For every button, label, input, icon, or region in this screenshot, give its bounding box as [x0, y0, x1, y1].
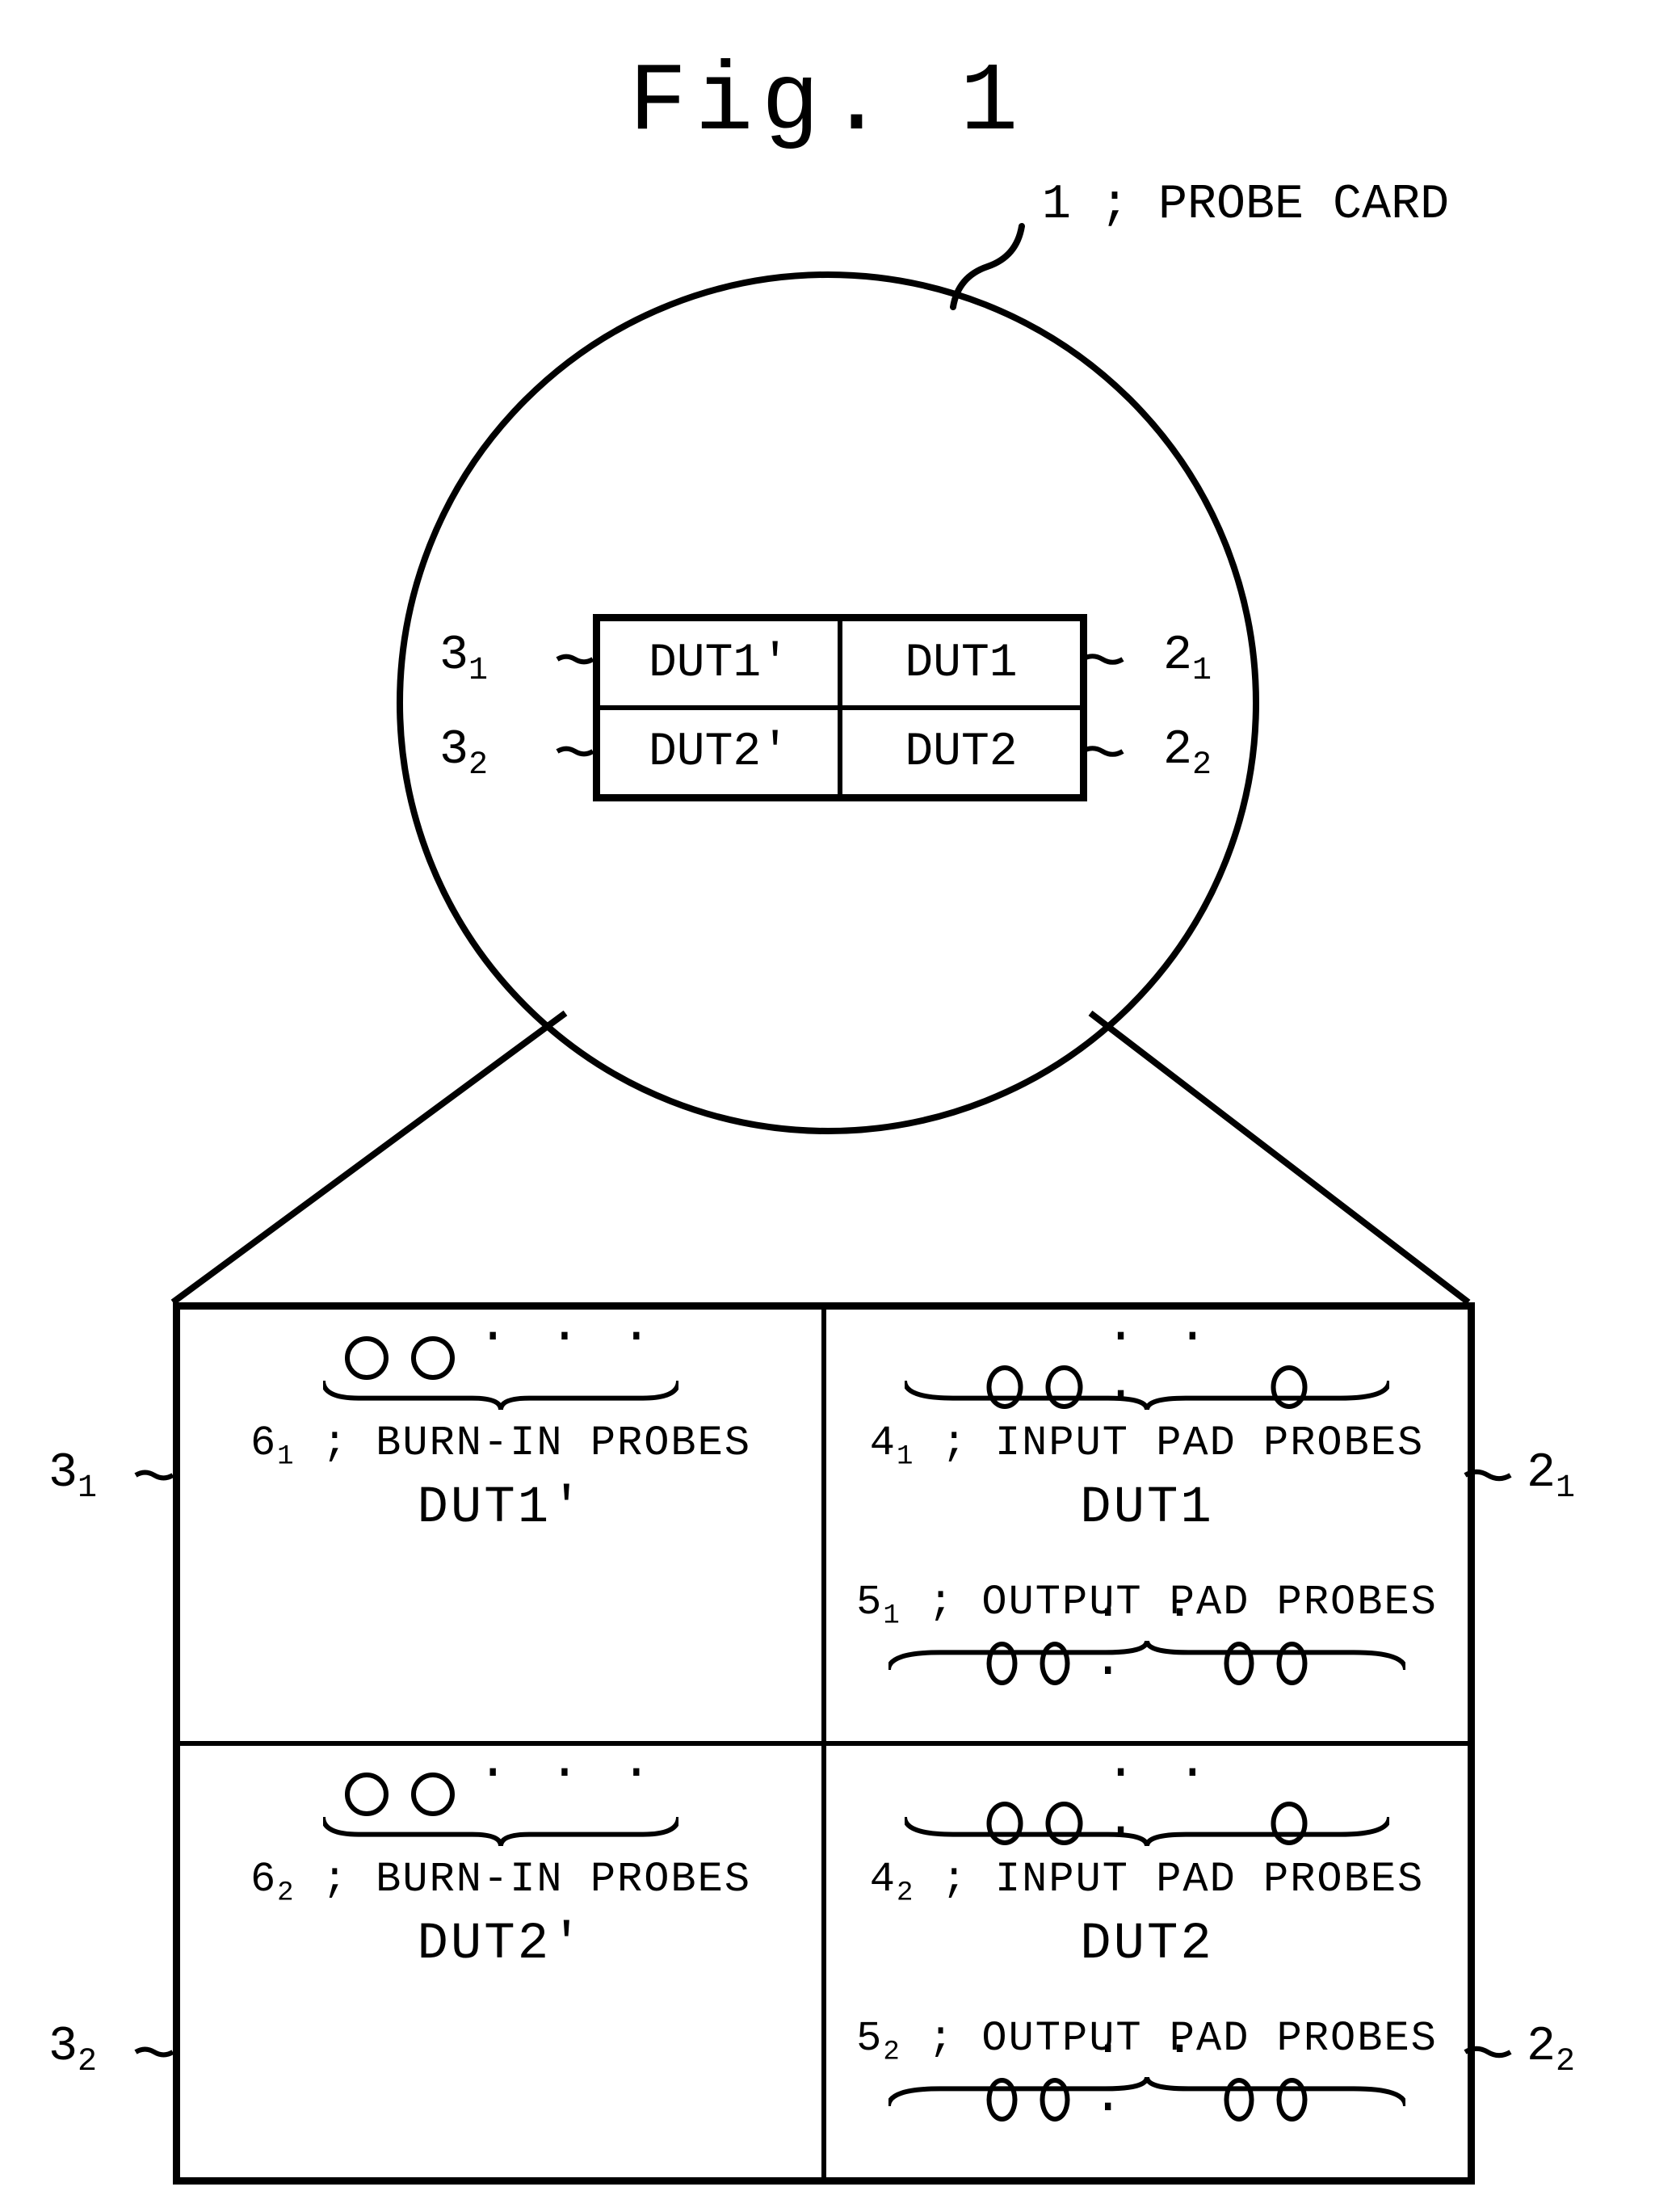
probe-row: · · · [345, 1329, 657, 1387]
probe-circle-icon [1224, 1642, 1254, 1685]
detail-cell-DUT2: · · · 42 ; INPUT PAD PROBES DUT2 52 ; OU… [824, 1743, 1470, 2180]
small-cell-dut1p: DUT1' [598, 619, 840, 708]
probe-circle-icon [345, 1773, 389, 1816]
ref-3-1-big: 31 [48, 1446, 97, 1507]
probe-circle-icon [345, 1336, 389, 1380]
probe-label: 41 ; INPUT PAD PROBES [870, 1419, 1425, 1472]
probe-circle-icon [1040, 1642, 1070, 1685]
probe-row: · · · [987, 2042, 1308, 2158]
ref-2-2-small: 22 [1163, 723, 1212, 784]
dut-label: DUT2' [417, 1916, 584, 1974]
detail-grid: · · · 61 ; BURN-IN PROBES DUT1'· · · 41 … [173, 1302, 1475, 2185]
probe-circle-icon [411, 1336, 455, 1380]
probe-circle-icon [1040, 2078, 1070, 2122]
ellipsis: · · · [1093, 2021, 1202, 2137]
probe-row: · · · [987, 1605, 1308, 1722]
probe-circle-icon [1277, 1642, 1308, 1685]
probe-label: 42 ; INPUT PAD PROBES [870, 1856, 1425, 1908]
dut-label: DUT1' [417, 1479, 584, 1537]
brace-icon [323, 1817, 678, 1846]
dut-label: DUT2 [1080, 1916, 1214, 1974]
probe-circle-icon [1277, 2078, 1308, 2122]
probe-card-small-grid: DUT1' DUT1 DUT2' DUT2 [593, 614, 1087, 801]
ellipsis: · · · [1093, 1584, 1202, 1701]
ref-2-2-big: 22 [1527, 2020, 1575, 2080]
dut-label: DUT1 [1080, 1479, 1214, 1537]
probe-row: · · · [345, 1765, 657, 1823]
ref-3-1-small: 31 [439, 629, 488, 689]
ellipsis: · · · [477, 1744, 657, 1802]
ellipsis: · · · [477, 1308, 657, 1366]
brace-icon [905, 1381, 1389, 1410]
probe-circle-icon [987, 2078, 1018, 2122]
probe-circle-icon [1224, 2078, 1254, 2122]
detail-cell-DUT1p: · · · 61 ; BURN-IN PROBES DUT1' [178, 1307, 824, 1743]
ref-3-2-small: 32 [439, 723, 488, 784]
brace-icon [905, 1817, 1389, 1846]
small-cell-dut2: DUT2 [840, 708, 1082, 797]
detail-cell-DUT2p: · · · 62 ; BURN-IN PROBES DUT2' [178, 1743, 824, 2180]
ref-2-1-small: 21 [1163, 629, 1212, 689]
probe-circle-icon [411, 1773, 455, 1816]
detail-cell-DUT1: · · · 41 ; INPUT PAD PROBES DUT1 51 ; OU… [824, 1307, 1470, 1743]
probe-label: 61 ; BURN-IN PROBES [250, 1419, 751, 1472]
brace-icon [323, 1381, 678, 1410]
probe-label: 62 ; BURN-IN PROBES [250, 1856, 751, 1908]
small-cell-dut2p: DUT2' [598, 708, 840, 797]
figure-title: Fig. 1 [628, 48, 1026, 158]
probe-circle-icon [987, 1642, 1018, 1685]
ref-2-1-big: 21 [1527, 1446, 1575, 1507]
ref-3-2-big: 32 [48, 2020, 97, 2080]
probe-card-label: 1 ; PROBE CARD [1042, 178, 1449, 233]
small-cell-dut1: DUT1 [840, 619, 1082, 708]
